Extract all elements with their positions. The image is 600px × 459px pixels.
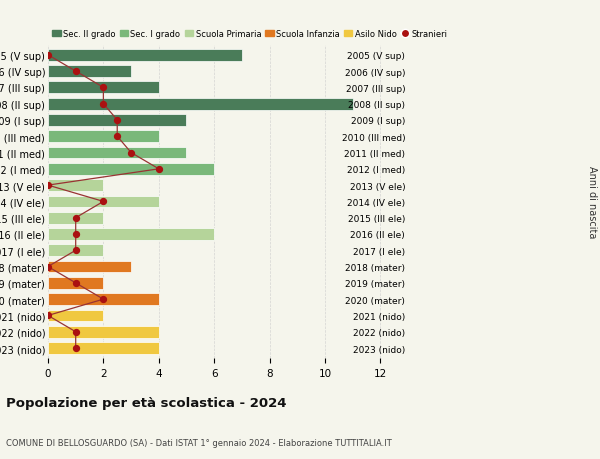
Point	[98, 296, 108, 303]
Bar	[48, 326, 159, 338]
Point	[71, 345, 80, 352]
Bar	[48, 99, 353, 110]
Bar	[48, 131, 159, 143]
Text: Popolazione per età scolastica - 2024: Popolazione per età scolastica - 2024	[6, 396, 287, 409]
Point	[112, 117, 122, 124]
Point	[71, 328, 80, 336]
Bar	[48, 115, 187, 127]
Text: COMUNE DI BELLOSGUARDO (SA) - Dati ISTAT 1° gennaio 2024 - Elaborazione TUTTITAL: COMUNE DI BELLOSGUARDO (SA) - Dati ISTAT…	[6, 438, 392, 447]
Point	[98, 198, 108, 206]
Point	[71, 247, 80, 254]
Bar	[48, 277, 103, 289]
Point	[71, 214, 80, 222]
Bar	[48, 245, 103, 257]
Bar	[48, 294, 159, 305]
Point	[112, 133, 122, 140]
Legend: Sec. II grado, Sec. I grado, Scuola Primaria, Scuola Infanzia, Asilo Nido, Stran: Sec. II grado, Sec. I grado, Scuola Prim…	[52, 30, 448, 39]
Text: Anni di nascita: Anni di nascita	[587, 166, 597, 238]
Bar	[48, 310, 103, 322]
Point	[43, 52, 53, 59]
Point	[98, 84, 108, 92]
Bar	[48, 229, 214, 241]
Point	[43, 263, 53, 271]
Bar	[48, 147, 187, 159]
Point	[154, 166, 164, 173]
Point	[71, 231, 80, 238]
Bar	[48, 66, 131, 78]
Bar	[48, 163, 214, 175]
Bar	[48, 50, 242, 62]
Point	[71, 280, 80, 287]
Bar	[48, 342, 159, 354]
Point	[71, 68, 80, 76]
Bar	[48, 180, 103, 191]
Bar	[48, 82, 159, 94]
Point	[43, 312, 53, 319]
Point	[43, 182, 53, 190]
Bar	[48, 196, 159, 208]
Point	[98, 101, 108, 108]
Bar	[48, 261, 131, 273]
Point	[126, 150, 136, 157]
Bar	[48, 213, 103, 224]
